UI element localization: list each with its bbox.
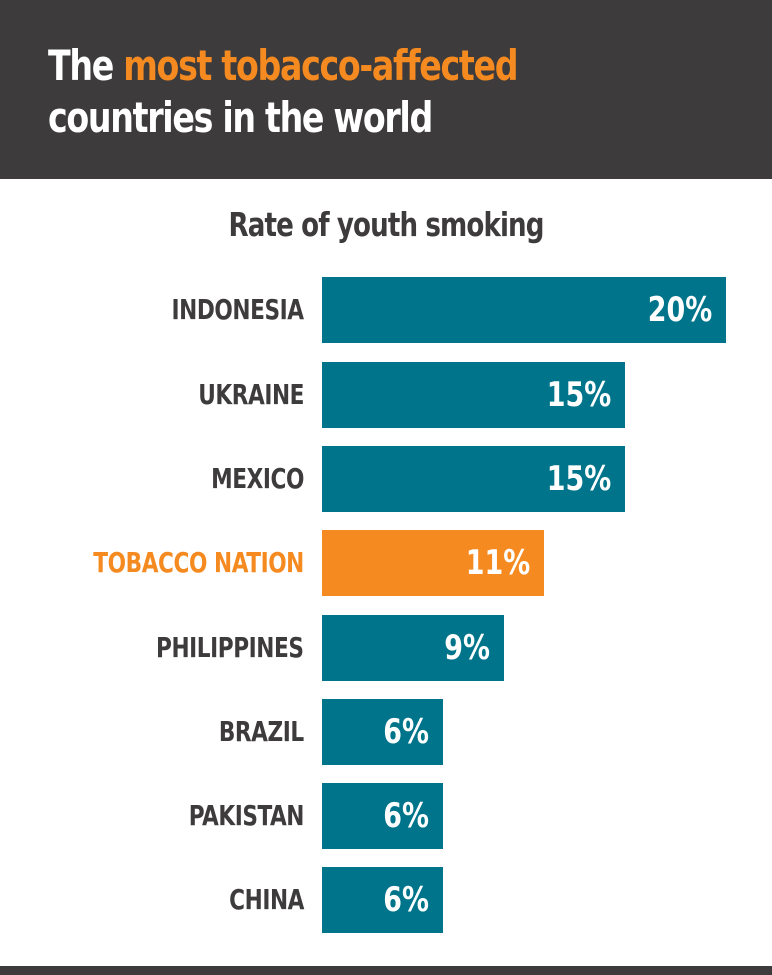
title-part-1: The [48,41,124,90]
bar: 6% [322,699,443,765]
page-title: The most tobacco-affected countries in t… [48,40,518,144]
value-label: 20% [647,290,712,330]
category-label: CHINA [229,883,304,916]
value-label: 15% [546,459,611,499]
category-label: MEXICO [211,462,304,495]
title-highlight: most tobacco-affected [123,41,518,90]
value-label: 15% [546,375,611,415]
bar-row: UKRAINE 15% [0,362,772,428]
bar-row: PHILIPPINES 9% [0,615,772,681]
bar: 15% [322,446,625,512]
bar: 9% [322,615,504,681]
bar: 6% [322,783,443,849]
category-label: BRAZIL [219,715,304,748]
value-label: 6% [383,880,429,920]
chart-title-text: Rate of youth smoking [228,205,544,244]
category-label: TOBACCO NATION [93,546,304,579]
title-part-2: countries in the world [48,93,433,142]
value-label: 6% [383,712,429,752]
value-label: 9% [444,628,490,668]
bar-row: MEXICO 15% [0,446,772,512]
bar-row: BRAZIL 6% [0,699,772,765]
chart-title: Rate of youth smoking [0,205,772,244]
category-label: INDONESIA [171,293,305,326]
bar: 20% [322,277,726,343]
header-banner: The most tobacco-affected countries in t… [0,0,772,179]
category-label: PHILIPPINES [156,631,304,664]
category-label: UKRAINE [198,378,304,411]
bar: 6% [322,867,443,933]
bar-row: TOBACCO NATION 11% [0,530,772,596]
bar-row: PAKISTAN 6% [0,783,772,849]
value-label: 6% [383,796,429,836]
bar-row: CHINA 6% [0,867,772,933]
bar-row: INDONESIA 20% [0,277,772,343]
bar: 11% [322,530,544,596]
category-label: PAKISTAN [188,799,305,832]
value-label: 11% [465,543,530,583]
footer-strip [0,966,772,975]
bar: 15% [322,362,625,428]
